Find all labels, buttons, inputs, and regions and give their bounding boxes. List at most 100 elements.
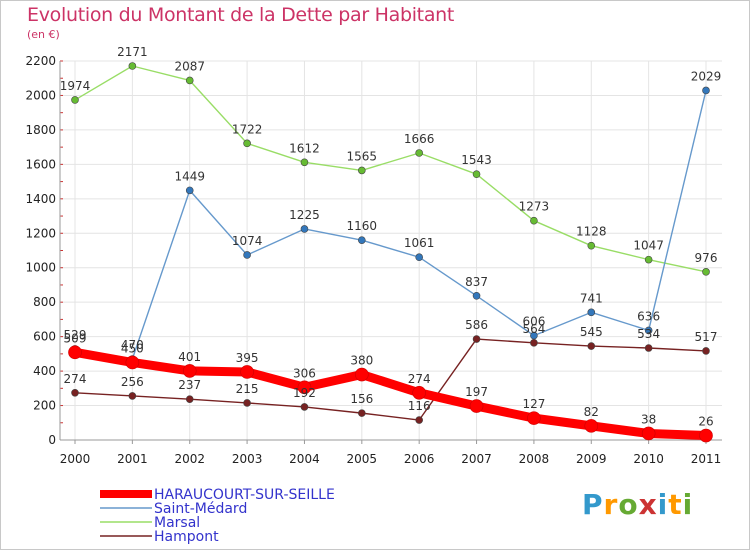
data-label: 1612 [289,141,320,155]
data-label: 545 [580,325,603,339]
data-label: 306 [293,366,316,380]
y-tick-label: 800 [33,295,56,309]
data-point [415,416,423,424]
y-tick-label: 400 [33,364,56,378]
x-tick-label: 2011 [691,452,722,466]
data-point [71,96,79,104]
data-point [644,344,653,352]
data-point [297,380,312,395]
data-label: 82 [584,405,599,419]
data-label: 450 [121,341,144,355]
y-tick-label: 200 [33,399,56,413]
legend-label: Marsal [154,515,200,531]
data-label: 517 [695,330,718,344]
data-point [243,251,251,259]
data-point [415,253,423,262]
x-tick-label: 2010 [633,452,664,466]
chart-title: Evolution du Montant de la Dette par Hab… [27,4,455,26]
data-label: 1974 [60,79,91,93]
data-label: 1565 [347,149,378,163]
data-point [128,392,137,400]
data-point [530,216,538,225]
legend-label: Saint-Médard [154,501,247,517]
data-label: 509 [64,331,87,345]
data-label: 156 [350,392,373,406]
data-point [587,308,596,317]
data-point [358,236,366,244]
data-label: 636 [637,309,660,323]
legend-label: Hampont [154,529,219,545]
data-label: 976 [695,251,718,265]
logo-letter: t [668,488,683,521]
logo-letter: x [638,488,658,521]
data-point [527,411,541,425]
data-label: 274 [64,372,87,386]
data-label: 1160 [347,219,378,233]
data-point [644,255,653,264]
logo-letter: o [618,488,639,521]
data-label: 534 [637,327,660,341]
data-point [300,403,309,411]
data-point [415,149,423,157]
data-point [243,399,251,407]
data-point [185,76,194,85]
x-tick-label: 2008 [519,452,550,466]
data-label: 586 [465,318,488,332]
y-tick-label: 0 [48,433,56,447]
data-label: 395 [236,351,259,365]
data-point [472,170,481,178]
logo-letter: i [682,488,694,521]
logo-letter: P [582,488,604,521]
logo-letter: r [603,488,619,521]
data-label: 564 [522,322,545,336]
data-point [412,385,426,400]
x-tick-label: 2004 [289,452,320,466]
data-point [300,225,309,233]
data-point [472,292,481,300]
y-tick-label: 2200 [25,54,56,68]
data-point [587,241,596,250]
data-point [355,367,369,382]
x-tick-label: 2000 [60,452,91,466]
data-label: 1722 [232,122,263,136]
data-label: 215 [236,382,259,396]
data-label: 1061 [404,236,435,250]
data-label: 2171 [117,45,148,59]
data-point [702,347,710,355]
data-point [472,335,481,343]
series-line [74,338,707,421]
data-point [71,388,79,397]
data-point [641,426,656,441]
legend-label: HARAUCOURT-SUR-SEILLE [154,487,335,503]
y-tick-label: 1200 [25,226,56,240]
x-tick-label: 2009 [576,452,607,466]
data-label: 1273 [519,200,550,214]
data-point [584,419,599,433]
data-point [185,186,194,195]
data-label: 401 [178,350,201,364]
data-point [530,339,538,347]
data-label: 1225 [289,208,320,222]
data-label: 1074 [232,234,263,248]
x-tick-label: 2006 [404,452,435,466]
y-tick-label: 2000 [25,88,56,102]
x-tick-label: 2001 [117,452,148,466]
data-label: 256 [121,375,144,389]
data-point [358,409,366,417]
data-point [469,399,484,413]
y-tick-label: 600 [33,330,56,344]
series-line [70,347,711,441]
y-tick-label: 1600 [25,157,56,171]
data-point [240,365,254,379]
data-point [243,139,251,148]
y-tick-label: 1400 [25,192,56,206]
x-tick-label: 2003 [232,452,263,466]
data-label: 38 [641,412,656,426]
data-point [185,395,194,403]
data-label: 380 [350,354,373,368]
data-point [68,345,82,360]
data-point [702,268,710,276]
data-label: 1449 [174,169,205,183]
data-point [128,62,137,70]
